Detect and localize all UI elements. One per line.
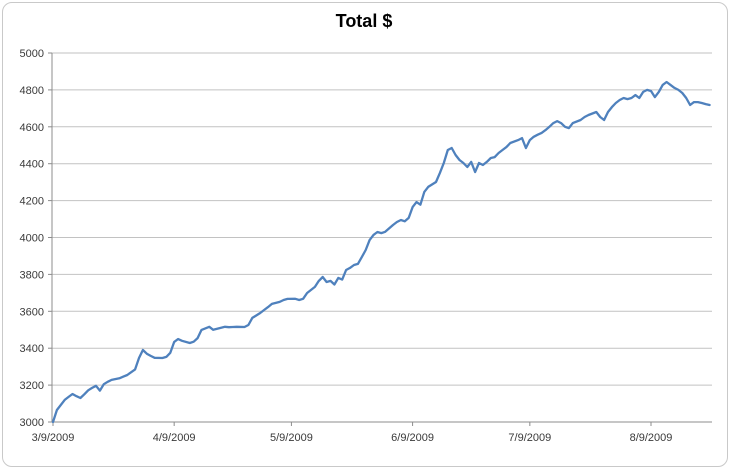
y-axis-label: 4400 bbox=[20, 159, 44, 171]
y-axis-label: 4200 bbox=[20, 196, 44, 208]
y-axis-label: 3200 bbox=[20, 380, 44, 392]
x-axis-label: 4/9/2009 bbox=[153, 432, 196, 444]
y-axis-label: 4800 bbox=[20, 85, 44, 97]
x-axis-label: 6/9/2009 bbox=[391, 432, 434, 444]
chart-title: Total $ bbox=[335, 11, 393, 31]
x-axis-label: 7/9/2009 bbox=[508, 432, 551, 444]
series-line-total bbox=[51, 80, 711, 424]
y-axis-label: 4000 bbox=[20, 233, 44, 245]
y-axis-label: 3000 bbox=[20, 417, 44, 429]
y-axis-label: 4600 bbox=[20, 122, 44, 134]
y-axis-label: 3800 bbox=[20, 269, 44, 281]
y-axis-label: 3400 bbox=[20, 343, 44, 355]
x-axis-label: 3/9/2009 bbox=[32, 432, 75, 444]
x-axis-label: 8/9/2009 bbox=[630, 432, 673, 444]
y-axis-label: 5000 bbox=[20, 48, 44, 60]
y-axis-label: 3600 bbox=[20, 306, 44, 318]
x-axis-label: 5/9/2009 bbox=[270, 432, 313, 444]
